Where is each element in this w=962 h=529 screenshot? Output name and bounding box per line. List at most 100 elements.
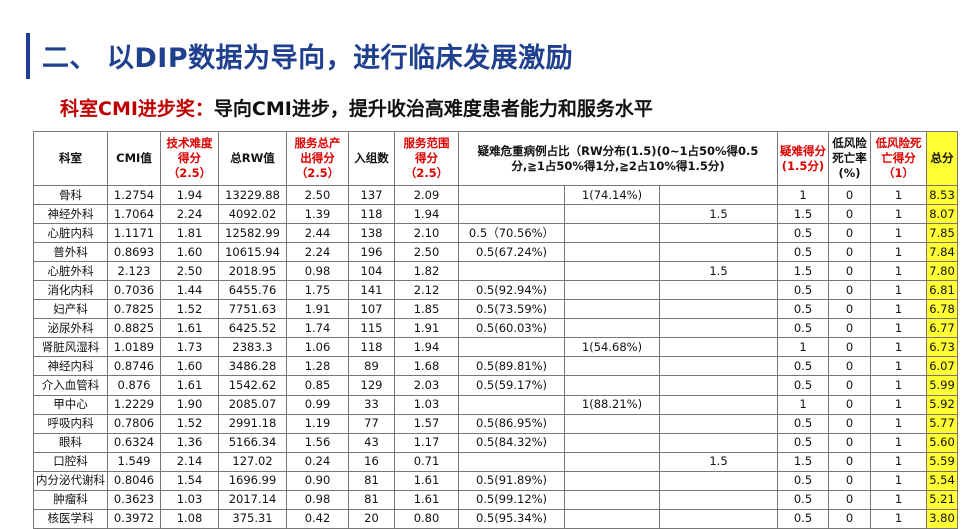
cell-difficulty-score: 0.5 <box>777 299 829 320</box>
cell-lowrisk-score: 1 <box>870 280 927 301</box>
cell-total: 7.85 <box>926 223 958 244</box>
cell-severe-high: 1.5 <box>659 451 778 472</box>
cell-service-score: 0.98 <box>286 489 349 510</box>
cell-range-score: 1.85 <box>394 299 459 320</box>
cell-range-score: 1.68 <box>394 356 459 377</box>
col-header-lowrisk-score: 低风险死 亡得分 （1） <box>870 131 927 186</box>
cell-difficulty-score: 0.5 <box>777 280 829 301</box>
cell-service-score: 1.91 <box>286 299 349 320</box>
cell-severe-high <box>659 375 778 396</box>
cell-range-score: 1.17 <box>394 432 459 453</box>
cell-service-score: 0.90 <box>286 470 349 491</box>
cell-cmi: 0.7036 <box>107 280 161 301</box>
cell-difficulty-score: 1 <box>777 394 829 415</box>
table-row: 神经外科 1.7064 2.24 4092.02 1.39 118 1.94 1.5 1.5 0 1… <box>33 204 958 225</box>
cell-severe-mid <box>564 413 660 434</box>
cell-severe-high <box>659 280 778 301</box>
cell-lowrisk-score: 1 <box>870 318 927 339</box>
cell-rw: 2383.3 <box>218 337 287 358</box>
cell-difficulty-score: 0.5 <box>777 242 829 263</box>
cell-tech-score: 1.60 <box>160 242 219 263</box>
cell-range-score: 2.12 <box>394 280 459 301</box>
cell-severe-high <box>659 337 778 358</box>
cell-lowrisk-rate: 0 <box>828 204 871 225</box>
cell-difficulty-score: 1 <box>777 184 829 206</box>
cell-tech-score: 1.44 <box>160 280 219 301</box>
cell-severe-mid <box>564 432 660 453</box>
cell-lowrisk-score: 1 <box>870 451 927 472</box>
cell-lowrisk-score: 1 <box>870 184 927 206</box>
table-row: 口腔科 1.549 2.14 127.02 0.24 16 0.71 1.5 1.5 0 1 5.59 <box>33 451 958 472</box>
cell-severe-mid: 1(74.14%) <box>564 184 660 206</box>
cell-lowrisk-rate: 0 <box>828 299 871 320</box>
cell-admissions: 118 <box>348 337 395 358</box>
cell-service-score: 2.50 <box>286 184 349 206</box>
cell-severe-low: 0.5(91.89%) <box>458 470 565 491</box>
cell-service-score: 1.56 <box>286 432 349 453</box>
cell-rw: 1696.99 <box>218 470 287 491</box>
cell-tech-score: 2.50 <box>160 261 219 282</box>
cell-rw: 375.31 <box>218 508 287 529</box>
cell-cmi: 1.2754 <box>107 184 161 206</box>
cell-severe-high <box>659 413 778 434</box>
cell-severe-mid <box>564 356 660 377</box>
table-row: 核医学科 0.3972 1.08 375.31 0.42 20 0.80 0.5(95.34%… <box>33 508 958 529</box>
table-row: 妇产科 0.7825 1.52 7751.63 1.91 107 1.85 0.5(73.59… <box>33 299 958 320</box>
cell-service-score: 0.99 <box>286 394 349 415</box>
cell-cmi: 0.8825 <box>107 318 161 339</box>
cell-total: 5.59 <box>926 451 958 472</box>
cell-rw: 12582.99 <box>218 223 287 244</box>
cell-lowrisk-score: 1 <box>870 337 927 358</box>
title-accent-bar <box>26 33 30 79</box>
cell-lowrisk-score: 1 <box>870 413 927 434</box>
cell-rw: 5166.34 <box>218 432 287 453</box>
cell-range-score: 1.03 <box>394 394 459 415</box>
cell-admissions: 138 <box>348 223 395 244</box>
col-header-difficulty: 疑难得分 (1.5分) <box>777 131 829 186</box>
subtitle-text: 导向CMI进步，提升收治高难度患者能力和服务水平 <box>213 98 653 120</box>
cell-service-score: 1.28 <box>286 356 349 377</box>
cell-lowrisk-rate: 0 <box>828 318 871 339</box>
cell-cmi: 0.7825 <box>107 299 161 320</box>
cell-service-score: 2.44 <box>286 223 349 244</box>
cell-difficulty-score: 0.5 <box>777 470 829 491</box>
cell-total: 5.77 <box>926 413 958 434</box>
table-row: 神经内科 0.8746 1.60 3486.28 1.28 89 1.68 0.5(89.81… <box>33 356 958 377</box>
cell-lowrisk-rate: 0 <box>828 184 871 206</box>
cell-range-score: 0.71 <box>394 451 459 472</box>
cell-cmi: 0.8693 <box>107 242 161 263</box>
cell-difficulty-score: 0.5 <box>777 489 829 510</box>
cell-severe-low: 0.5(84.32%) <box>458 432 565 453</box>
cell-severe-high <box>659 508 778 529</box>
cell-difficulty-score: 1.5 <box>777 204 829 225</box>
cell-range-score: 2.09 <box>394 184 459 206</box>
cell-severe-low: 0.5（70.56%） <box>458 223 565 244</box>
cell-tech-score: 1.61 <box>160 375 219 396</box>
cell-total: 5.54 <box>926 470 958 491</box>
col-header-range: 服务范围 得分 （2.5） <box>394 131 459 186</box>
cell-range-score: 1.94 <box>394 337 459 358</box>
cell-difficulty-score: 0.5 <box>777 318 829 339</box>
cell-range-score: 2.03 <box>394 375 459 396</box>
table-row: 心脏内科 1.1171 1.81 12582.99 2.44 138 2.10 0.5（70.… <box>33 223 958 244</box>
cell-admissions: 16 <box>348 451 395 472</box>
cell-admissions: 43 <box>348 432 395 453</box>
col-header-total: 总分 <box>926 131 958 186</box>
cell-service-score: 2.24 <box>286 242 349 263</box>
cell-tech-score: 1.94 <box>160 184 219 206</box>
cell-lowrisk-score: 1 <box>870 299 927 320</box>
cell-severe-low <box>458 204 565 225</box>
cell-severe-mid <box>564 223 660 244</box>
cell-tech-score: 1.52 <box>160 413 219 434</box>
cell-difficulty-score: 1.5 <box>777 451 829 472</box>
cell-cmi: 0.8746 <box>107 356 161 377</box>
cell-severe-mid: 1(54.68%) <box>564 337 660 358</box>
cell-lowrisk-rate: 0 <box>828 337 871 358</box>
cell-lowrisk-score: 1 <box>870 375 927 396</box>
cell-tech-score: 1.81 <box>160 223 219 244</box>
cell-severe-high <box>659 432 778 453</box>
cell-severe-low: 0.5(99.12%) <box>458 489 565 510</box>
cell-dept: 骨科 <box>33 184 108 206</box>
cell-range-score: 2.10 <box>394 223 459 244</box>
cell-dept: 心脏外科 <box>33 261 108 282</box>
